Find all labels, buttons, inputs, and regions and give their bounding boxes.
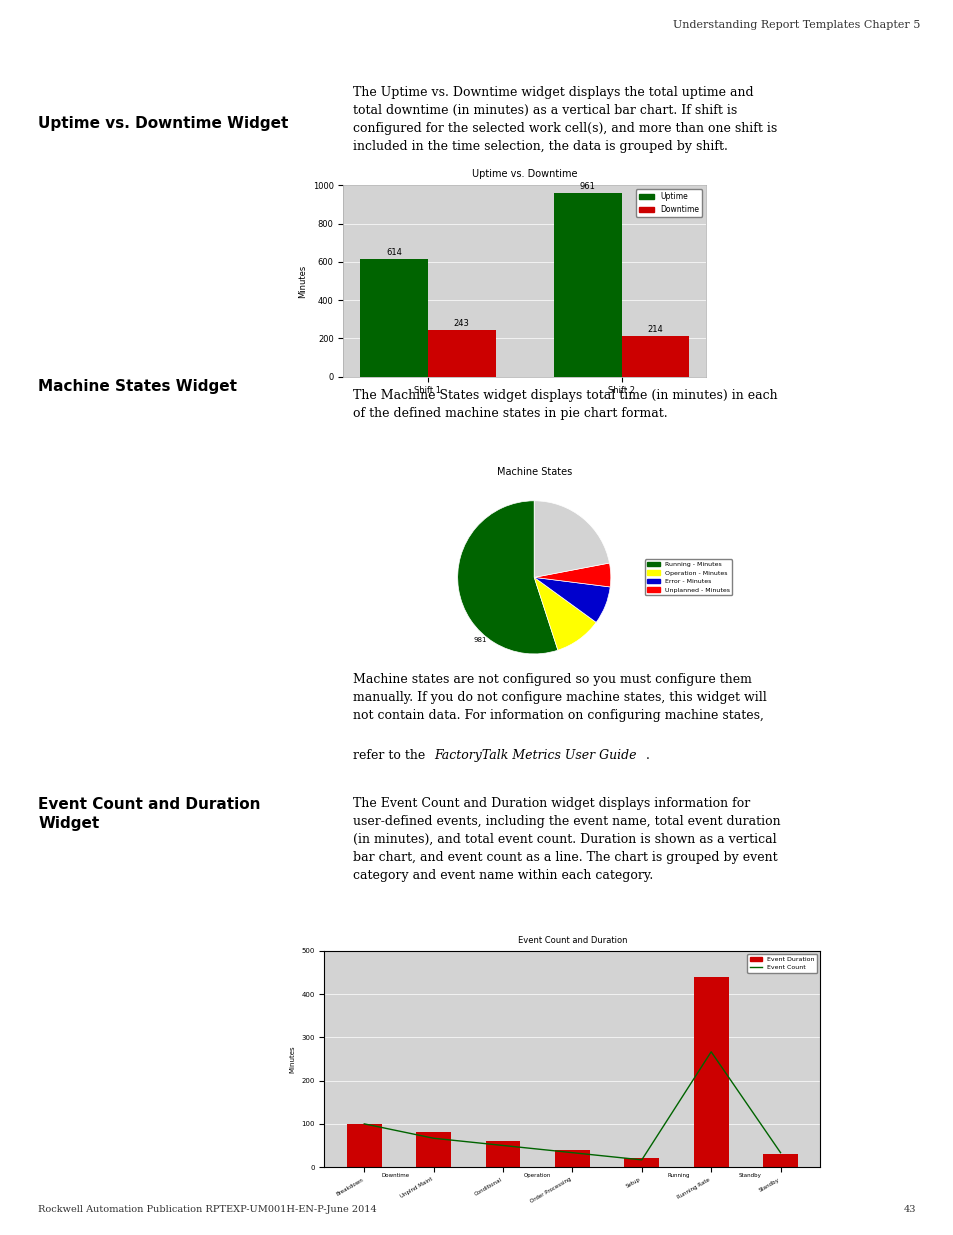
- Text: 981: 981: [474, 637, 487, 643]
- Text: 214: 214: [647, 325, 662, 333]
- Text: Machine states are not configured so you must configure them
manually. If you do: Machine states are not configured so you…: [353, 673, 766, 722]
- Bar: [359, 259, 427, 377]
- Bar: [555, 1150, 589, 1167]
- Bar: [621, 336, 689, 377]
- Text: Downtime: Downtime: [381, 1173, 409, 1178]
- Text: .: .: [645, 748, 649, 762]
- Bar: [693, 977, 728, 1167]
- Text: 43: 43: [902, 1204, 915, 1214]
- Wedge shape: [534, 578, 596, 650]
- Text: refer to the: refer to the: [353, 748, 429, 762]
- Wedge shape: [534, 578, 610, 622]
- Text: 961: 961: [579, 182, 595, 190]
- Text: Rockwell Automation Publication RPTEXP-UM001H-EN-P-June 2014: Rockwell Automation Publication RPTEXP-U…: [38, 1204, 376, 1214]
- Wedge shape: [534, 563, 610, 587]
- Text: FactoryTalk Metrics User Guide: FactoryTalk Metrics User Guide: [435, 748, 637, 762]
- Text: Standby: Standby: [738, 1173, 760, 1178]
- Text: Operation: Operation: [523, 1173, 550, 1178]
- Text: Event Count and Duration
Widget: Event Count and Duration Widget: [38, 797, 260, 831]
- Text: Running: Running: [667, 1173, 689, 1178]
- Title: Event Count and Duration: Event Count and Duration: [517, 936, 626, 945]
- Text: Understanding Report Templates Chapter 5: Understanding Report Templates Chapter 5: [673, 20, 920, 30]
- Legend: Event Duration, Event Count: Event Duration, Event Count: [746, 955, 817, 973]
- Title: Uptime vs. Downtime: Uptime vs. Downtime: [472, 169, 577, 179]
- Text: Uptime vs. Downtime Widget: Uptime vs. Downtime Widget: [38, 116, 288, 131]
- Y-axis label: Minutes: Minutes: [298, 264, 307, 298]
- Y-axis label: Minutes: Minutes: [290, 1045, 295, 1073]
- Bar: [762, 1153, 797, 1167]
- Bar: [553, 193, 621, 377]
- Bar: [624, 1158, 659, 1167]
- Bar: [427, 330, 496, 377]
- Text: The Event Count and Duration widget displays information for
user-defined events: The Event Count and Duration widget disp…: [353, 797, 780, 882]
- Wedge shape: [534, 501, 609, 578]
- Title: Machine States: Machine States: [497, 467, 571, 477]
- Bar: [347, 1124, 381, 1167]
- Bar: [416, 1132, 451, 1167]
- Text: Machine States Widget: Machine States Widget: [38, 379, 237, 394]
- Bar: [485, 1141, 519, 1167]
- Legend: Running - Minutes, Operation - Minutes, Error - Minutes, Unplanned - Minutes: Running - Minutes, Operation - Minutes, …: [644, 559, 731, 595]
- Text: The Machine States widget displays total time (in minutes) in each
of the define: The Machine States widget displays total…: [353, 389, 777, 420]
- Wedge shape: [457, 501, 558, 653]
- Text: 614: 614: [386, 248, 401, 257]
- Legend: Uptime, Downtime: Uptime, Downtime: [635, 189, 701, 217]
- Text: The Uptime vs. Downtime widget displays the total uptime and
total downtime (in : The Uptime vs. Downtime widget displays …: [353, 86, 777, 153]
- Text: 243: 243: [454, 319, 469, 329]
